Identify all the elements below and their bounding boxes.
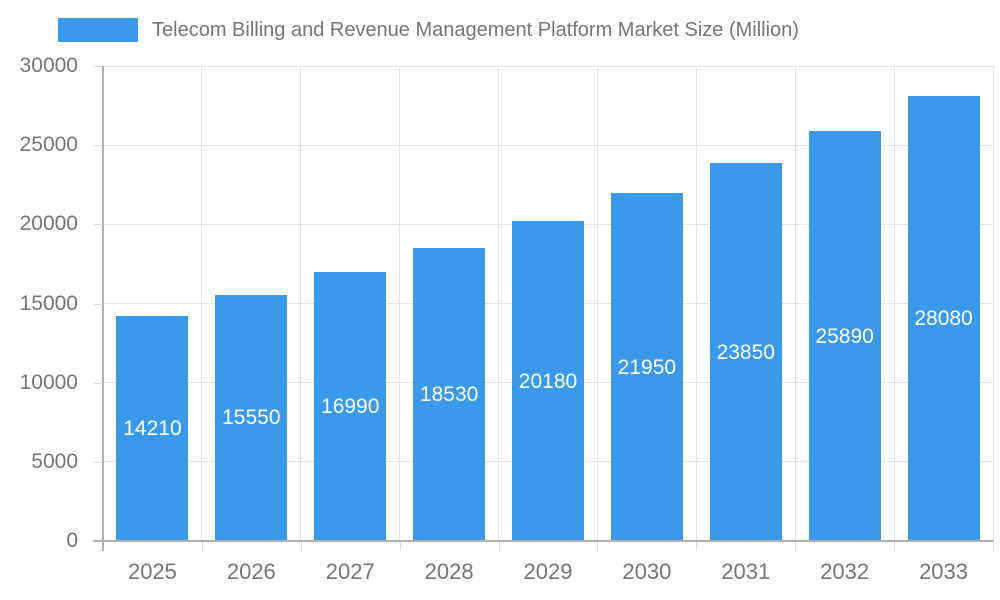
y-gridline: [103, 65, 993, 67]
x-tick-mark: [399, 541, 401, 551]
bar-value-label: 23850: [716, 340, 775, 364]
y-axis-tick-label: 20000: [19, 212, 78, 236]
x-tick-mark: [795, 541, 797, 551]
x-gridline: [300, 66, 302, 541]
x-axis-tick-label: 2033: [919, 559, 969, 584]
y-tick-mark: [93, 66, 103, 67]
x-axis-line: [93, 540, 993, 542]
x-tick-mark: [894, 541, 896, 551]
x-axis-tick-label: 2032: [820, 559, 870, 584]
y-axis-line: [102, 66, 104, 551]
x-tick-mark: [201, 541, 203, 551]
x-gridline: [893, 66, 895, 541]
bar: 21950: [610, 193, 683, 541]
x-axis-tick-label: 2031: [721, 559, 771, 584]
bar: 20180: [512, 221, 584, 541]
legend-label: Telecom Billing and Revenue Management P…: [152, 18, 799, 41]
x-tick-mark: [696, 541, 698, 551]
y-tick-mark: [93, 145, 103, 147]
x-gridline: [695, 66, 697, 541]
x-axis-tick-label: 2026: [226, 559, 276, 584]
y-gridline: [103, 144, 993, 146]
x-gridline: [992, 66, 994, 541]
bar: 25890: [808, 131, 881, 541]
x-tick-mark: [498, 541, 500, 551]
x-axis-tick-label: 2028: [424, 559, 474, 584]
x-gridline: [498, 66, 500, 541]
chart-legend[interactable]: Telecom Billing and Revenue Management P…: [58, 18, 799, 42]
bar-value-label: 15550: [222, 406, 281, 430]
x-tick-mark: [993, 541, 994, 551]
x-axis-tick-label: 2030: [622, 559, 672, 584]
legend-swatch: [58, 18, 138, 42]
y-axis-tick-label: 15000: [19, 291, 78, 315]
y-axis-tick-label: 30000: [19, 54, 78, 77]
bar-value-label: 20180: [518, 369, 578, 393]
x-tick-mark: [300, 541, 302, 551]
y-axis-tick-label: 10000: [19, 370, 78, 394]
y-tick-mark: [93, 224, 103, 226]
bar-value-label: 28080: [914, 307, 973, 331]
bar-value-label: 14210: [123, 417, 182, 440]
y-axis-tick-label: 0: [66, 529, 78, 552]
x-axis-tick-label: 2029: [523, 559, 573, 584]
x-gridline: [596, 66, 598, 541]
bar: 23850: [709, 163, 782, 541]
plot-area: 14210 15550 16990 18530 20180 21950 23850 25890…: [103, 65, 994, 541]
y-axis-tick-label: 5000: [31, 449, 78, 473]
bar-value-label: 18530: [419, 382, 479, 406]
bar: 14210: [116, 316, 189, 541]
bar-value-label: 21950: [617, 355, 677, 379]
x-gridline: [794, 66, 796, 541]
bar: 16990: [314, 272, 387, 541]
y-tick-mark: [93, 303, 103, 305]
bar-value-label: 16990: [321, 395, 380, 418]
y-axis-tick-label: 25000: [19, 133, 78, 157]
bar: 15550: [215, 294, 288, 541]
x-tick-mark: [597, 541, 599, 551]
bar: 18530: [413, 247, 486, 541]
y-tick-mark: [93, 461, 103, 463]
x-axis-tick-label: 2025: [127, 559, 177, 584]
bar-value-label: 25890: [815, 324, 874, 348]
x-gridline: [399, 66, 401, 541]
y-tick-mark: [93, 382, 103, 384]
x-axis-tick-label: 2027: [325, 559, 375, 584]
x-gridline: [201, 66, 203, 541]
bar: 28080: [907, 96, 980, 541]
